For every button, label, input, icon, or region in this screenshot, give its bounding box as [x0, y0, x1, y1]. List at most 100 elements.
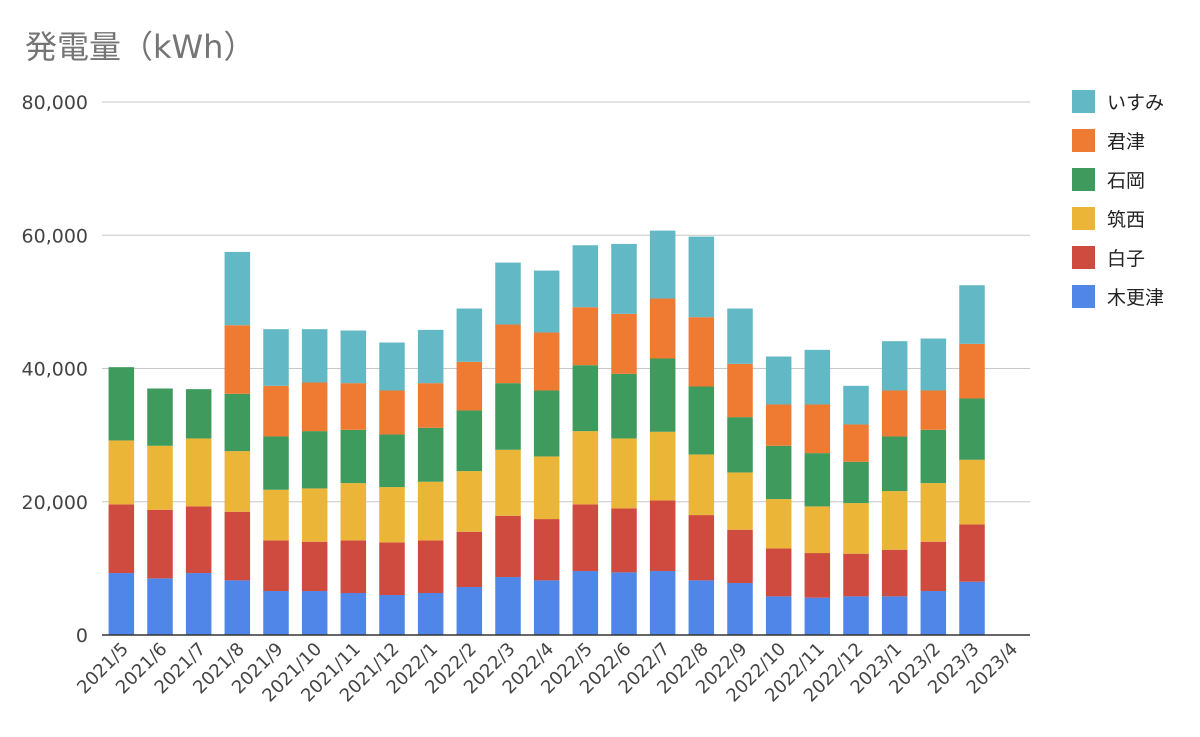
bar-segment: [920, 390, 947, 430]
bar-segment: [147, 509, 173, 579]
y-tick-label: 80,000: [22, 92, 88, 114]
bar-segment: [263, 385, 289, 437]
bar-segment: [495, 324, 521, 384]
bar-segment: [147, 445, 173, 510]
bar-segment: [959, 398, 985, 460]
bar-segment: [881, 491, 908, 550]
bar-segment: [765, 404, 792, 446]
legend-swatch: [1072, 89, 1095, 113]
bar-segment: [649, 431, 676, 501]
bar-segment: [611, 313, 637, 374]
bar-segment: [611, 438, 637, 509]
bar-segment: [688, 515, 715, 581]
bar-segment: [688, 386, 715, 455]
bar-segment: [688, 317, 715, 387]
bar-segment: [572, 245, 599, 308]
bar-segment: [417, 383, 444, 428]
bar-segment: [224, 511, 251, 581]
bar-segment: [881, 390, 908, 437]
bar-segment: [611, 243, 637, 314]
bar-segment: [843, 461, 869, 504]
x-axis-ticks: 2021/52021/62021/72021/82021/92021/10202…: [73, 639, 1022, 707]
bar-segment: [533, 390, 560, 457]
bar-segment: [456, 308, 483, 362]
bar-segment: [301, 541, 328, 592]
bar-segment: [727, 583, 753, 635]
bar-segment: [147, 388, 173, 446]
bar-segment: [920, 338, 947, 391]
bar-segment: [263, 436, 289, 490]
bar-segment: [765, 445, 792, 500]
bar-segment: [959, 524, 985, 582]
bar-segment: [533, 519, 560, 581]
bar-segment: [340, 330, 367, 384]
bar-segment: [224, 580, 251, 635]
bar-segment: [881, 549, 908, 597]
legend-label: 木更津: [1107, 286, 1165, 309]
bar-segment: [108, 504, 135, 574]
bar-segment: [379, 595, 405, 635]
bar-segment: [224, 393, 251, 452]
y-tick-label: 60,000: [22, 225, 88, 247]
bar-segment: [959, 343, 985, 399]
bar-segment: [379, 390, 405, 435]
bar-segment: [456, 361, 483, 411]
bar-segment: [611, 508, 637, 573]
legend-item: 白子: [1072, 244, 1164, 270]
bar-segment: [533, 332, 560, 391]
bar-segment: [108, 440, 135, 505]
bar-segment: [379, 434, 405, 488]
legend-label: 石岡: [1107, 169, 1146, 192]
y-axis-ticks: 0 20,000 40,000 60,000 80,000: [22, 92, 88, 647]
bar-segment: [688, 580, 715, 635]
bar-segment: [959, 285, 985, 344]
y-tick-label: 0: [76, 625, 88, 647]
bar-segment: [108, 573, 135, 635]
bar-segment: [263, 489, 289, 541]
bar-segment: [456, 587, 483, 635]
bar-segment: [727, 417, 753, 473]
bar-segment: [340, 593, 367, 635]
bar-segment: [301, 488, 328, 542]
bar-segment: [765, 356, 792, 405]
bar-segment: [417, 481, 444, 541]
bar-segment: [224, 325, 251, 394]
bar-segment: [611, 373, 637, 439]
bar-segment: [301, 431, 328, 489]
bar-segment: [417, 540, 444, 594]
legend-swatch: [1072, 128, 1095, 152]
legend-item: 石岡: [1072, 166, 1164, 192]
bar-segment: [417, 593, 444, 635]
bar-segment: [765, 499, 792, 549]
bar-segment: [688, 236, 715, 318]
bar-segment: [804, 553, 831, 598]
bar-segment: [495, 383, 521, 450]
legend-swatch: [1072, 284, 1095, 308]
bar-segment: [456, 531, 483, 588]
bar-segment: [185, 506, 212, 574]
bar-segment: [379, 542, 405, 596]
bar-segment: [611, 572, 637, 635]
legend-label: 筑西: [1107, 208, 1146, 231]
bar-segment: [843, 424, 869, 462]
bar-segment: [147, 578, 173, 635]
bar-segment: [379, 487, 405, 543]
bar-segment: [263, 591, 289, 635]
bar-segment: [765, 548, 792, 597]
legend-label: いすみ: [1107, 91, 1165, 114]
bar-segment: [959, 459, 985, 525]
legend-swatch: [1072, 245, 1095, 269]
legend-item: いすみ: [1072, 88, 1164, 114]
bar-segment: [881, 341, 908, 391]
legend-label: 君津: [1107, 130, 1146, 153]
bar-segment: [495, 577, 521, 635]
bar-segment: [185, 389, 212, 439]
gridlines: [102, 101, 1030, 503]
bar-segment: [649, 358, 676, 432]
bar-segment: [959, 581, 985, 635]
bar-segment: [765, 596, 792, 635]
bar-segment: [224, 451, 251, 512]
bar-segment: [533, 580, 560, 635]
bar-segment: [881, 596, 908, 635]
bar-segment: [920, 591, 947, 635]
